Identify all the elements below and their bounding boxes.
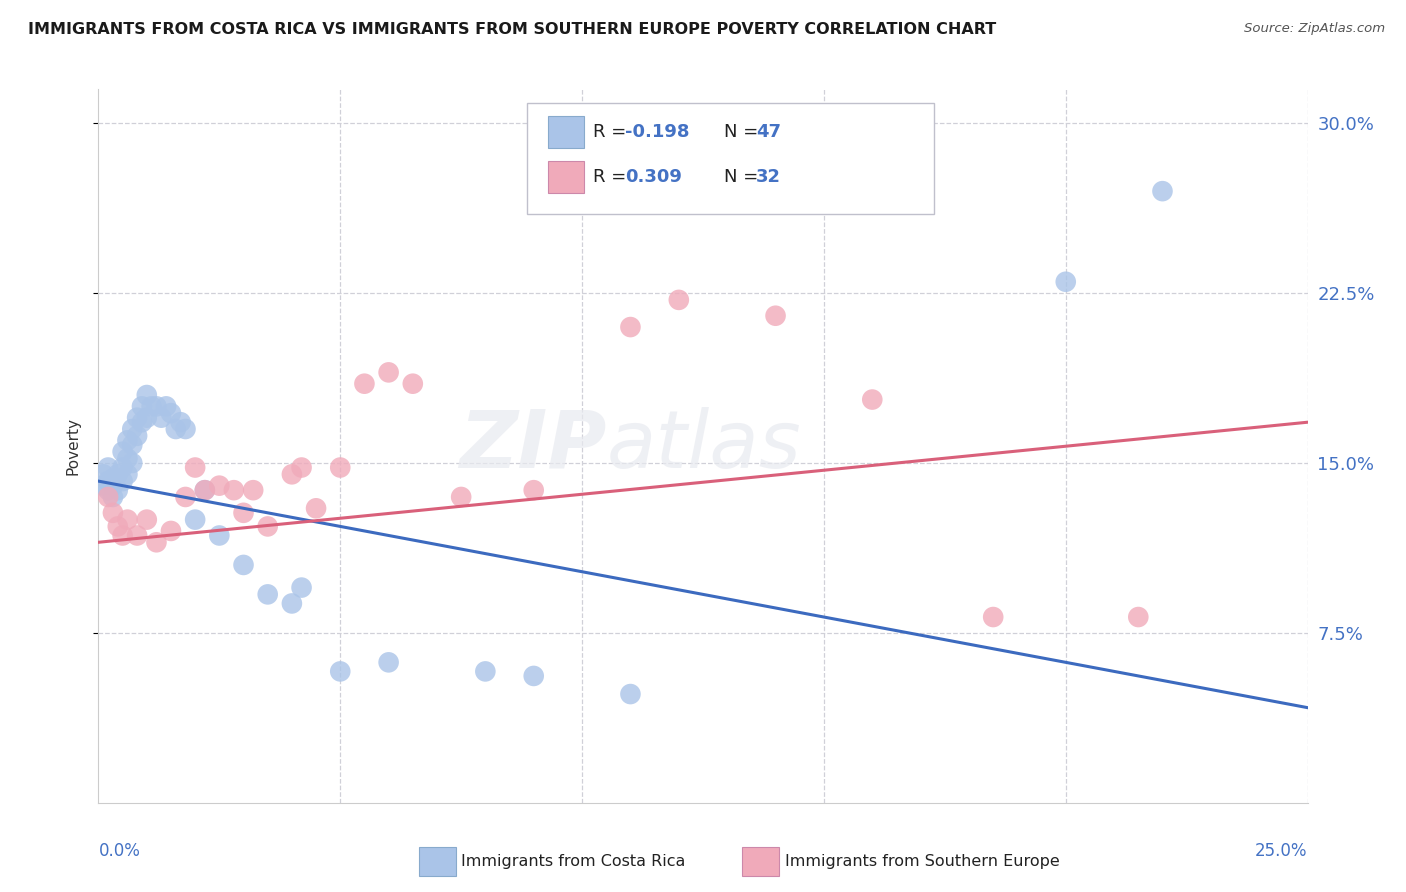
- Text: ZIP: ZIP: [458, 407, 606, 485]
- Point: [329, 460, 352, 475]
- Point: [117, 434, 139, 448]
- Point: [101, 506, 124, 520]
- Text: -0.198: -0.198: [626, 123, 689, 141]
- Point: [242, 483, 264, 498]
- Point: [377, 656, 399, 670]
- Point: [107, 483, 129, 498]
- Point: [160, 524, 183, 538]
- Text: N =: N =: [724, 168, 763, 186]
- Point: [145, 400, 167, 414]
- Point: [117, 513, 139, 527]
- Text: 32: 32: [756, 168, 780, 186]
- Point: [174, 422, 197, 436]
- Point: [117, 451, 139, 466]
- Point: [101, 490, 124, 504]
- Text: N =: N =: [724, 123, 763, 141]
- Point: [111, 528, 134, 542]
- Point: [111, 444, 134, 458]
- Point: [256, 587, 278, 601]
- Text: Immigrants from Costa Rica: Immigrants from Costa Rica: [461, 855, 686, 869]
- Point: [127, 429, 149, 443]
- Point: [91, 478, 114, 492]
- Point: [135, 388, 157, 402]
- Point: [121, 456, 143, 470]
- Point: [91, 467, 114, 482]
- Point: [474, 665, 496, 679]
- Point: [619, 320, 641, 334]
- Point: [107, 519, 129, 533]
- Point: [981, 610, 1004, 624]
- Point: [135, 513, 157, 527]
- Point: [131, 400, 153, 414]
- Point: [184, 460, 207, 475]
- Point: [127, 410, 149, 425]
- Point: [107, 467, 129, 482]
- Point: [111, 474, 134, 488]
- Point: [290, 460, 312, 475]
- Point: [155, 400, 177, 414]
- Point: [150, 410, 173, 425]
- Point: [184, 513, 207, 527]
- Point: [97, 460, 120, 475]
- Point: [165, 422, 187, 436]
- Point: [194, 483, 217, 498]
- Text: atlas: atlas: [606, 407, 801, 485]
- Point: [523, 483, 546, 498]
- Point: [117, 467, 139, 482]
- Text: 0.309: 0.309: [626, 168, 682, 186]
- Text: R =: R =: [593, 168, 631, 186]
- Point: [145, 535, 167, 549]
- Point: [131, 415, 153, 429]
- Text: 0.0%: 0.0%: [98, 842, 141, 860]
- Point: [169, 415, 191, 429]
- Point: [121, 438, 143, 452]
- Point: [1128, 610, 1150, 624]
- Y-axis label: Poverty: Poverty: [65, 417, 80, 475]
- Point: [523, 669, 546, 683]
- Text: 25.0%: 25.0%: [1256, 842, 1308, 860]
- Point: [97, 474, 120, 488]
- Point: [377, 365, 399, 379]
- Point: [290, 581, 312, 595]
- Text: R =: R =: [593, 123, 631, 141]
- Point: [619, 687, 641, 701]
- Point: [232, 506, 254, 520]
- Point: [97, 490, 120, 504]
- Point: [97, 483, 120, 498]
- Point: [141, 400, 163, 414]
- Point: [305, 501, 328, 516]
- Point: [450, 490, 472, 504]
- Point: [860, 392, 883, 407]
- Point: [101, 472, 124, 486]
- Point: [232, 558, 254, 572]
- Point: [174, 490, 197, 504]
- Point: [208, 528, 231, 542]
- Text: 47: 47: [756, 123, 780, 141]
- Point: [353, 376, 375, 391]
- Point: [101, 478, 124, 492]
- Point: [281, 597, 304, 611]
- Text: Source: ZipAtlas.com: Source: ZipAtlas.com: [1244, 22, 1385, 36]
- Point: [222, 483, 245, 498]
- Point: [765, 309, 787, 323]
- Point: [111, 460, 134, 475]
- Point: [1054, 275, 1077, 289]
- Point: [127, 528, 149, 542]
- Point: [121, 422, 143, 436]
- Point: [281, 467, 304, 482]
- Point: [1152, 184, 1174, 198]
- Point: [668, 293, 690, 307]
- Point: [194, 483, 217, 498]
- Text: Immigrants from Southern Europe: Immigrants from Southern Europe: [785, 855, 1059, 869]
- Text: IMMIGRANTS FROM COSTA RICA VS IMMIGRANTS FROM SOUTHERN EUROPE POVERTY CORRELATIO: IMMIGRANTS FROM COSTA RICA VS IMMIGRANTS…: [28, 22, 997, 37]
- Point: [329, 665, 352, 679]
- Point: [256, 519, 278, 533]
- Point: [135, 410, 157, 425]
- Point: [402, 376, 425, 391]
- Point: [160, 406, 183, 420]
- Point: [208, 478, 231, 492]
